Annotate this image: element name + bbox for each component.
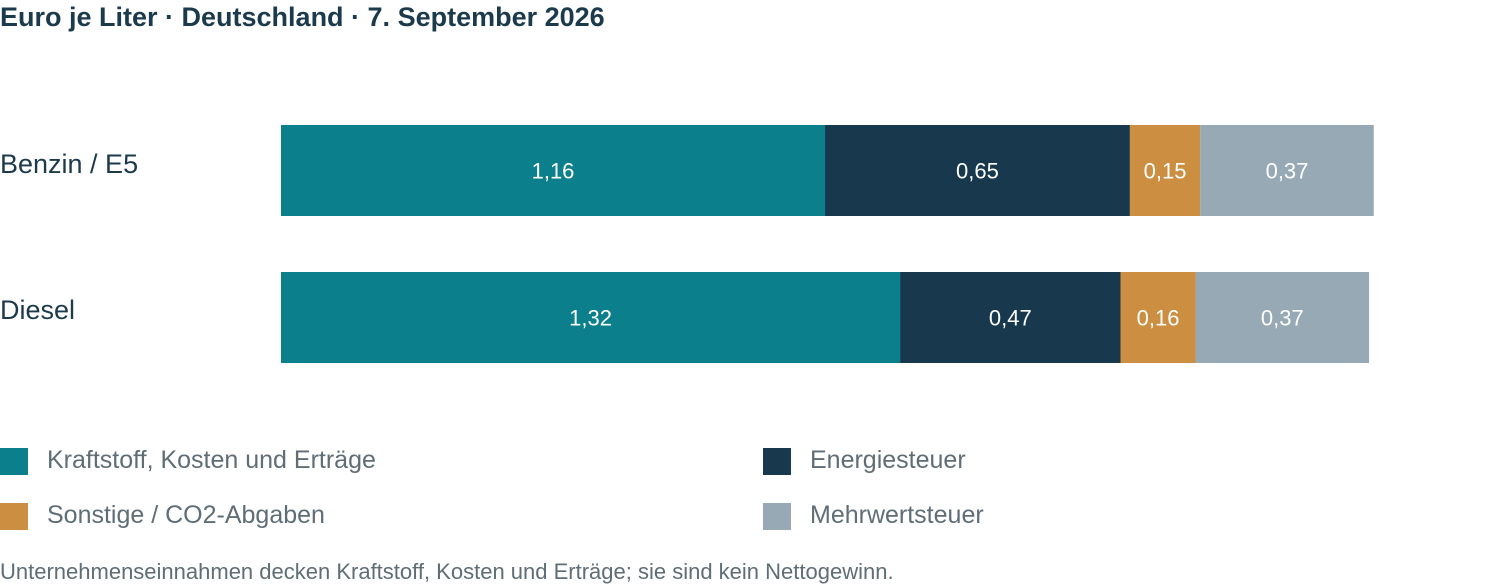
data-label-diesel-energiesteuer: 0,47 — [989, 306, 1032, 331]
legend-swatch-mehrwertsteuer — [763, 503, 791, 530]
bar-benzin-mehrwertsteuer — [1200, 125, 1374, 216]
data-label-diesel-sonstige: 0,16 — [1137, 306, 1180, 331]
bar-benzin-kraftstoff — [281, 125, 826, 216]
chart-footnote: Unternehmenseinnahmen decken Kraftstoff,… — [0, 559, 894, 584]
legend-label-kraftstoff: Kraftstoff, Kosten und Erträge — [47, 446, 376, 474]
legend-swatch-kraftstoff — [0, 448, 28, 475]
bar-diesel-sonstige — [1120, 272, 1196, 363]
data-label-benzin-energiesteuer: 0,65 — [956, 159, 999, 184]
data-label-benzin-kraftstoff: 1,16 — [532, 159, 575, 184]
category-label-benzin: Benzin / E5 — [0, 149, 139, 179]
category-label-diesel: Diesel — [0, 295, 76, 325]
bar-diesel-mehrwertsteuer — [1195, 272, 1370, 363]
bar-benzin-energiesteuer — [825, 125, 1130, 216]
data-label-benzin-mehrwertsteuer: 0,37 — [1266, 159, 1309, 184]
chart-plot: 1,16 0,65 0,15 0,37 1,32 0,47 0,16 0,37 — [281, 125, 1374, 363]
bar-diesel-energiesteuer — [900, 272, 1121, 363]
data-label-diesel-kraftstoff: 1,32 — [569, 306, 612, 331]
bar-diesel-kraftstoff — [281, 272, 901, 363]
chart-title: Euro je Liter · Deutschland · 7. Septemb… — [0, 2, 605, 32]
legend-label-energiesteuer: Energiesteuer — [810, 446, 966, 474]
data-label-benzin-sonstige: 0,15 — [1144, 159, 1187, 184]
bar-benzin-sonstige — [1129, 125, 1201, 216]
legend-swatch-sonstige — [0, 503, 28, 530]
legend-label-sonstige: Sonstige / CO2-Abgaben — [47, 501, 325, 529]
legend-label-mehrwertsteuer: Mehrwertsteuer — [810, 501, 984, 529]
legend-swatch-energiesteuer — [763, 448, 791, 475]
data-label-diesel-mehrwertsteuer: 0,37 — [1261, 306, 1304, 331]
